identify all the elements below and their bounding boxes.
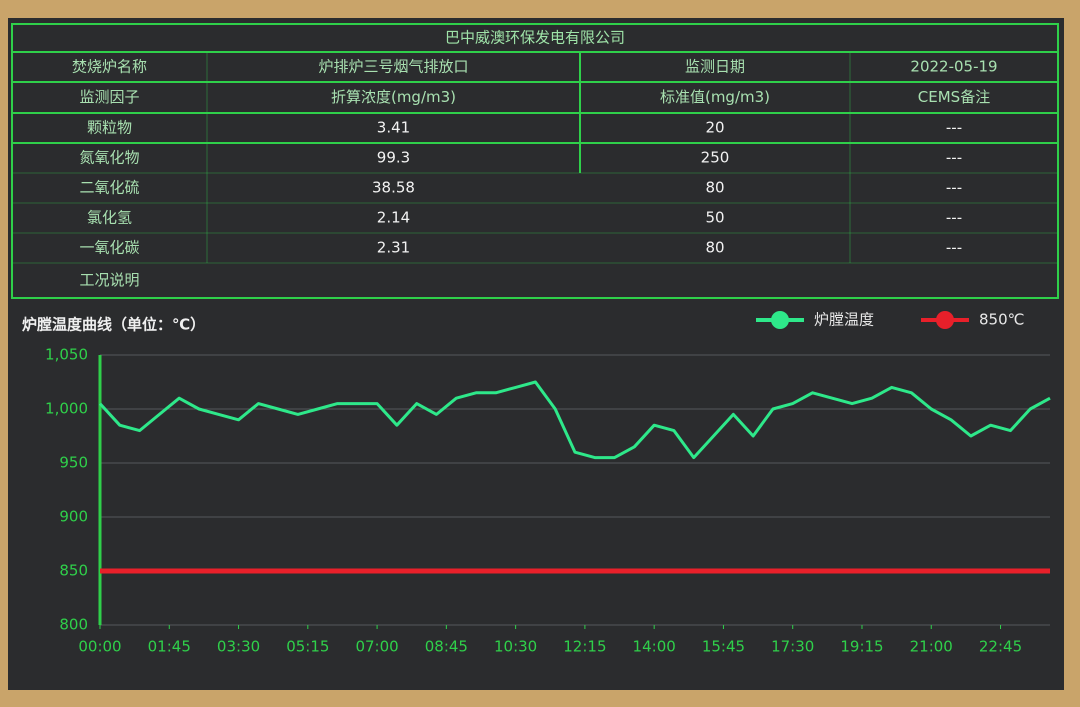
x-tick-label: 22:45 (979, 638, 1022, 656)
table-cell: 焚烧炉名称 (72, 58, 147, 76)
legend-label: 炉膛温度 (814, 311, 874, 329)
x-tick-label: 01:45 (148, 638, 191, 656)
table-cell: 炉排炉三号烟气排放口 (318, 58, 468, 76)
table-cell: 250 (701, 149, 730, 167)
table-cell: 2.31 (377, 239, 410, 257)
table-cell: 氯化氢 (87, 209, 132, 227)
table-cell: 20 (705, 119, 724, 137)
chart: 炉膛温度曲线（单位：℃） 800 850 900 950 1,000 1,050 00:00… (22, 311, 1051, 656)
x-tick-label: 14:00 (633, 638, 676, 656)
table: 巴中威澳环保发电有限公司 焚烧炉名称 炉排炉三号烟气排放口 监测日期 2022-05-… (11, 23, 1059, 299)
table-cell: 标准值(mg/m3) (660, 88, 770, 106)
y-tick-label: 900 (59, 508, 88, 526)
x-tick-label: 21:00 (910, 638, 953, 656)
table-cell: 监测日期 (685, 58, 745, 76)
x-tick-label: 15:45 (702, 638, 745, 656)
table-cell: --- (946, 179, 962, 197)
legend-label: 850℃ (979, 311, 1024, 329)
y-tick-label: 1,000 (45, 400, 88, 418)
table-cell: 3.41 (377, 119, 410, 137)
table-cell: 颗粒物 (87, 119, 132, 137)
table-cell: --- (946, 149, 962, 167)
x-tick-label: 17:30 (771, 638, 814, 656)
table-cell: 2022-05-19 (910, 58, 997, 76)
table-title: 巴中威澳环保发电有限公司 (445, 29, 625, 47)
table-cell: 50 (705, 209, 724, 227)
legend-dot (771, 311, 789, 329)
table-cell: 2.14 (377, 209, 410, 227)
table-cell: --- (946, 209, 962, 227)
display-screen: 巴中威澳环保发电有限公司 焚烧炉名称 炉排炉三号烟气排放口 监测日期 2022-05-… (8, 18, 1064, 690)
table-cell: 80 (705, 179, 724, 197)
chart-title: 炉膛温度曲线（单位：℃） (22, 316, 205, 334)
table-border (11, 23, 1059, 299)
legend-dot (936, 311, 954, 329)
table-cell: CEMS备注 (918, 88, 990, 106)
table-cell: 折算浓度(mg/m3) (331, 88, 456, 106)
table-cell: 监测因子 (79, 88, 139, 106)
y-tick-label: 850 (59, 562, 88, 580)
x-tick-label: 10:30 (494, 638, 537, 656)
x-tick-label: 08:45 (425, 638, 468, 656)
table-cell: --- (946, 239, 962, 257)
y-tick-label: 800 (59, 616, 88, 634)
y-tick-label: 1,050 (45, 346, 88, 364)
x-tick-label: 12:15 (563, 638, 606, 656)
table-cell: 80 (705, 239, 724, 257)
table-cell: 99.3 (377, 149, 410, 167)
x-tick-label: 07:00 (355, 638, 398, 656)
table-cell: 38.58 (372, 179, 415, 197)
data-line (98, 380, 1051, 460)
x-tick-label: 00:00 (78, 638, 121, 656)
x-tick-label: 19:15 (840, 638, 883, 656)
y-tick-label: 950 (59, 454, 88, 472)
table-cell: 一氧化碳 (79, 239, 139, 257)
table-cell: --- (946, 119, 962, 137)
table-cell: 氮氧化物 (79, 149, 139, 167)
x-tick-label: 05:15 (286, 638, 329, 656)
table-cell: 二氧化硫 (79, 179, 139, 197)
table-cell: 工况说明 (79, 271, 139, 289)
x-tick-label: 03:30 (217, 638, 260, 656)
